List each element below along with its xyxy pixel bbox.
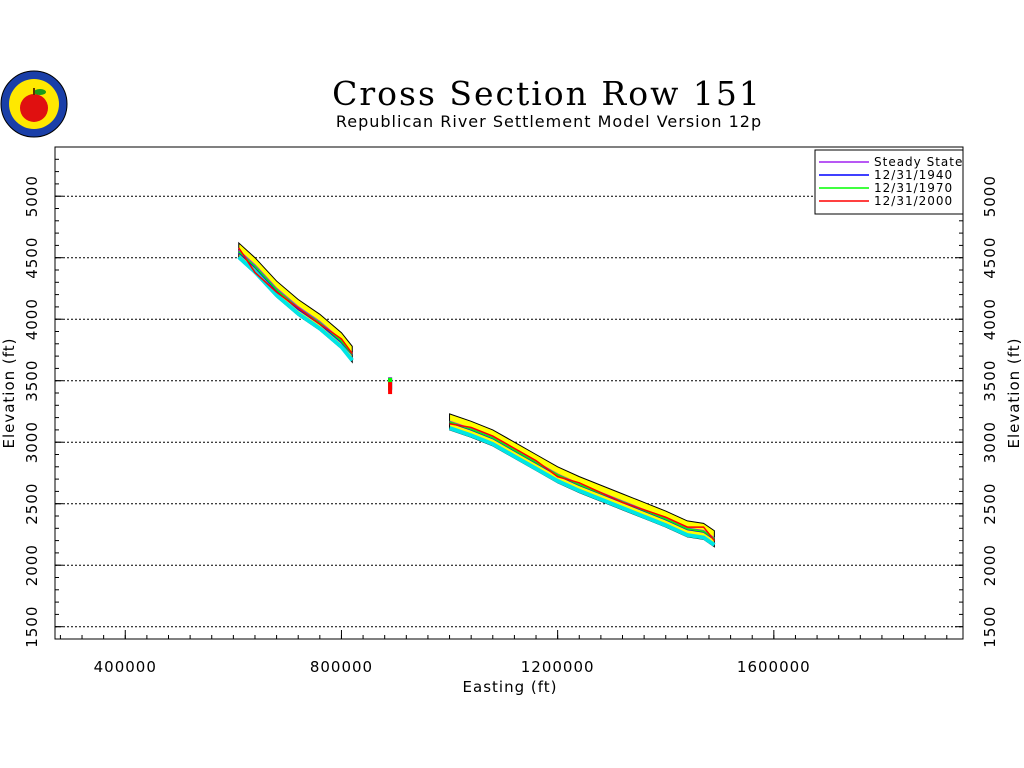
series-line xyxy=(238,252,353,356)
y-tick-label-left: 5000 xyxy=(23,175,41,217)
band-segment xyxy=(238,241,353,364)
legend: Steady State12/31/194012/31/197012/31/20… xyxy=(814,149,964,215)
series-lines xyxy=(238,247,715,542)
x-tick-label: 800000 xyxy=(310,658,373,676)
band-segment xyxy=(449,413,715,548)
tick-labels: 1500 1500 2000 2000 2500 2500 3000 3000 3500 3500… xyxy=(23,175,999,676)
legend-box xyxy=(814,149,964,215)
y-tick-label-left: 4000 xyxy=(23,298,41,340)
x-tick-label: 1600000 xyxy=(737,658,811,676)
legend-label: 12/31/1940 xyxy=(874,168,953,182)
y-tick-label-right: 2000 xyxy=(981,544,999,586)
y-tick-label-right: 4500 xyxy=(981,237,999,279)
y-tick-label-left: 1500 xyxy=(23,606,41,648)
y-tick-label-left: 4500 xyxy=(23,237,41,279)
y-axis-label-right: Elevation (ft) xyxy=(1005,337,1023,448)
y-axis-label-left: Elevation (ft) xyxy=(0,337,18,448)
band-lower-edge xyxy=(448,426,716,547)
logo-seal xyxy=(0,70,68,138)
y-tick-label-right: 3500 xyxy=(981,360,999,402)
simulated-band xyxy=(237,241,716,548)
series-point xyxy=(388,382,393,395)
series-line xyxy=(449,421,715,540)
gridlines xyxy=(55,195,963,639)
y-tick-label-right: 4000 xyxy=(981,298,999,340)
x-tick-label: 400000 xyxy=(94,658,157,676)
y-tick-label-left: 2500 xyxy=(23,483,41,525)
y-tick-label-right: 5000 xyxy=(981,175,999,217)
x-tick-label: 1200000 xyxy=(521,658,595,676)
legend-label: 12/31/1970 xyxy=(874,181,953,195)
y-tick-label-left: 2000 xyxy=(23,544,41,586)
legend-label: Steady State xyxy=(874,155,963,169)
legend-label: 12/31/2000 xyxy=(874,194,953,208)
y-tick-label-right: 3000 xyxy=(981,421,999,463)
series-line xyxy=(449,423,715,542)
y-tick-label-right: 2500 xyxy=(981,483,999,525)
chart-subtitle: Republican River Settlement Model Versio… xyxy=(336,112,762,131)
chart-title: Cross Section Row 151 xyxy=(332,74,762,113)
y-tick-label-right: 1500 xyxy=(981,606,999,648)
x-axis-label: Easting (ft) xyxy=(463,678,558,696)
y-tick-label-left: 3000 xyxy=(23,421,41,463)
series-line xyxy=(238,247,353,355)
y-tick-label-left: 3500 xyxy=(23,360,41,402)
